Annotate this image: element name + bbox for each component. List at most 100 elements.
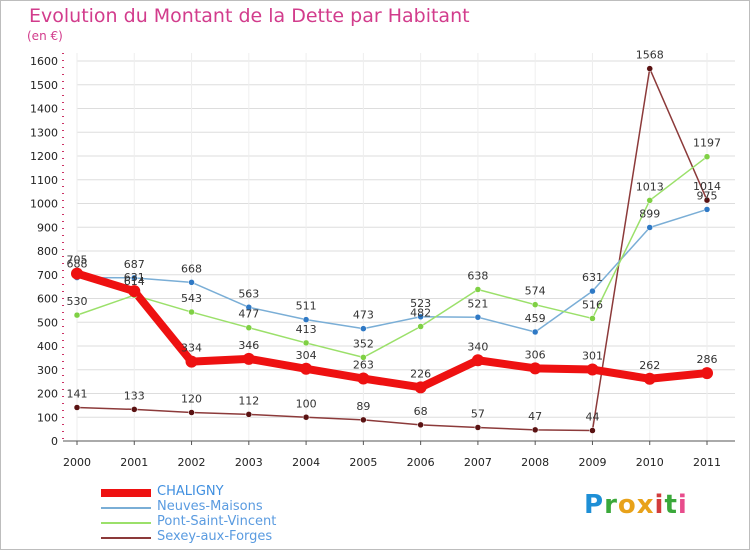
data-label: 511 [296, 300, 317, 313]
data-point [360, 325, 367, 332]
data-point [531, 426, 539, 434]
data-point [302, 316, 310, 323]
data-point [302, 414, 310, 421]
data-point [188, 279, 195, 286]
data-label: 68 [414, 405, 428, 418]
data-point [701, 367, 713, 380]
data-label: 975 [697, 189, 718, 202]
data-point [245, 411, 253, 418]
y-tick-label: 200 [37, 388, 58, 401]
data-point [471, 354, 484, 367]
legend-item-neuves-maisons: Neuves-Maisons [101, 499, 361, 516]
data-point [245, 304, 253, 311]
data-point [128, 285, 141, 298]
legend: CHALIGNY Neuves-Maisons Pont-Saint-Vince… [101, 484, 361, 546]
data-label: 521 [467, 297, 488, 310]
data-label: 301 [582, 350, 603, 363]
y-tick-label: 600 [37, 293, 58, 306]
data-point [531, 301, 539, 308]
data-point [131, 274, 138, 282]
data-label: 482 [410, 307, 431, 320]
x-tick-label: 2006 [407, 456, 435, 469]
data-label: 1013 [636, 180, 664, 193]
data-point [245, 324, 253, 331]
x-tick-label: 2007 [464, 456, 492, 469]
y-tick-label: 700 [37, 269, 58, 282]
y-tick-label: 800 [37, 245, 58, 258]
legend-label: Pont-Saint-Vincent [157, 514, 277, 529]
data-point [302, 339, 310, 347]
data-point [703, 153, 711, 160]
data-point [360, 416, 367, 424]
legend-label: CHALIGNY [157, 484, 224, 499]
data-label: 631 [124, 271, 145, 284]
data-label: 614 [124, 275, 145, 288]
data-point [474, 286, 482, 293]
y-tick-label: 100 [37, 411, 58, 424]
y-tick-label: 300 [37, 364, 58, 377]
data-label: 141 [67, 388, 88, 401]
data-label: 306 [525, 348, 546, 361]
data-label: 133 [124, 389, 145, 402]
data-label: 631 [582, 271, 603, 284]
data-label: 286 [697, 353, 718, 366]
data-label: 413 [296, 323, 317, 336]
data-label: 262 [639, 359, 660, 372]
x-tick-label: 2008 [521, 456, 549, 469]
y-tick-label: 500 [37, 316, 58, 329]
data-label: 638 [467, 269, 488, 282]
y-tick-label: 1200 [30, 150, 58, 163]
x-tick-label: 2011 [693, 456, 721, 469]
data-label: 1014 [693, 180, 721, 193]
data-point [531, 328, 539, 336]
brand-letter: i [654, 490, 665, 520]
data-point [474, 314, 482, 321]
data-label: 47 [528, 410, 542, 423]
legend-item-chaligny: CHALIGNY [101, 484, 361, 501]
data-label: 473 [353, 309, 374, 322]
data-label: 112 [238, 394, 259, 407]
data-label: 705 [67, 254, 88, 267]
data-label: 226 [410, 367, 431, 380]
data-label: 668 [181, 262, 202, 275]
data-label: 1197 [693, 137, 721, 150]
data-point [188, 308, 195, 316]
data-label: 352 [353, 337, 374, 350]
y-tick-label: 1500 [30, 79, 58, 92]
data-point [417, 313, 424, 321]
data-point [589, 427, 596, 434]
data-label: 100 [296, 397, 317, 410]
brand-letter: o [617, 490, 637, 520]
data-point [360, 354, 367, 361]
y-tick-label: 400 [37, 340, 58, 353]
brand-letter: P [584, 490, 605, 520]
data-point [586, 363, 599, 376]
y-axis-unit-label: (en €) [27, 29, 63, 43]
data-point [643, 372, 656, 385]
data-label: 477 [238, 308, 259, 321]
data-point [417, 323, 424, 330]
data-label: 459 [525, 312, 546, 325]
x-tick-label: 2004 [292, 456, 320, 469]
data-point [529, 362, 542, 375]
series-line-2 [76, 155, 708, 359]
data-point [357, 372, 370, 385]
legend-label: Neuves-Maisons [157, 499, 263, 514]
data-label: 563 [238, 287, 259, 300]
data-label: 530 [67, 295, 88, 308]
data-point [73, 311, 81, 319]
data-point [703, 206, 711, 213]
data-point [589, 287, 596, 295]
y-tick-label: 1000 [30, 198, 58, 211]
x-tick-label: 2005 [349, 456, 377, 469]
series-line-1 [76, 208, 708, 333]
data-point [73, 404, 81, 411]
y-tick-label: 1300 [30, 126, 58, 139]
y-tick-label: 1400 [30, 103, 58, 116]
data-label: 687 [124, 258, 145, 271]
data-label: 899 [639, 207, 660, 220]
data-point [414, 381, 427, 394]
data-point [589, 315, 596, 322]
legend-swatch [101, 489, 151, 497]
data-point [188, 409, 195, 416]
